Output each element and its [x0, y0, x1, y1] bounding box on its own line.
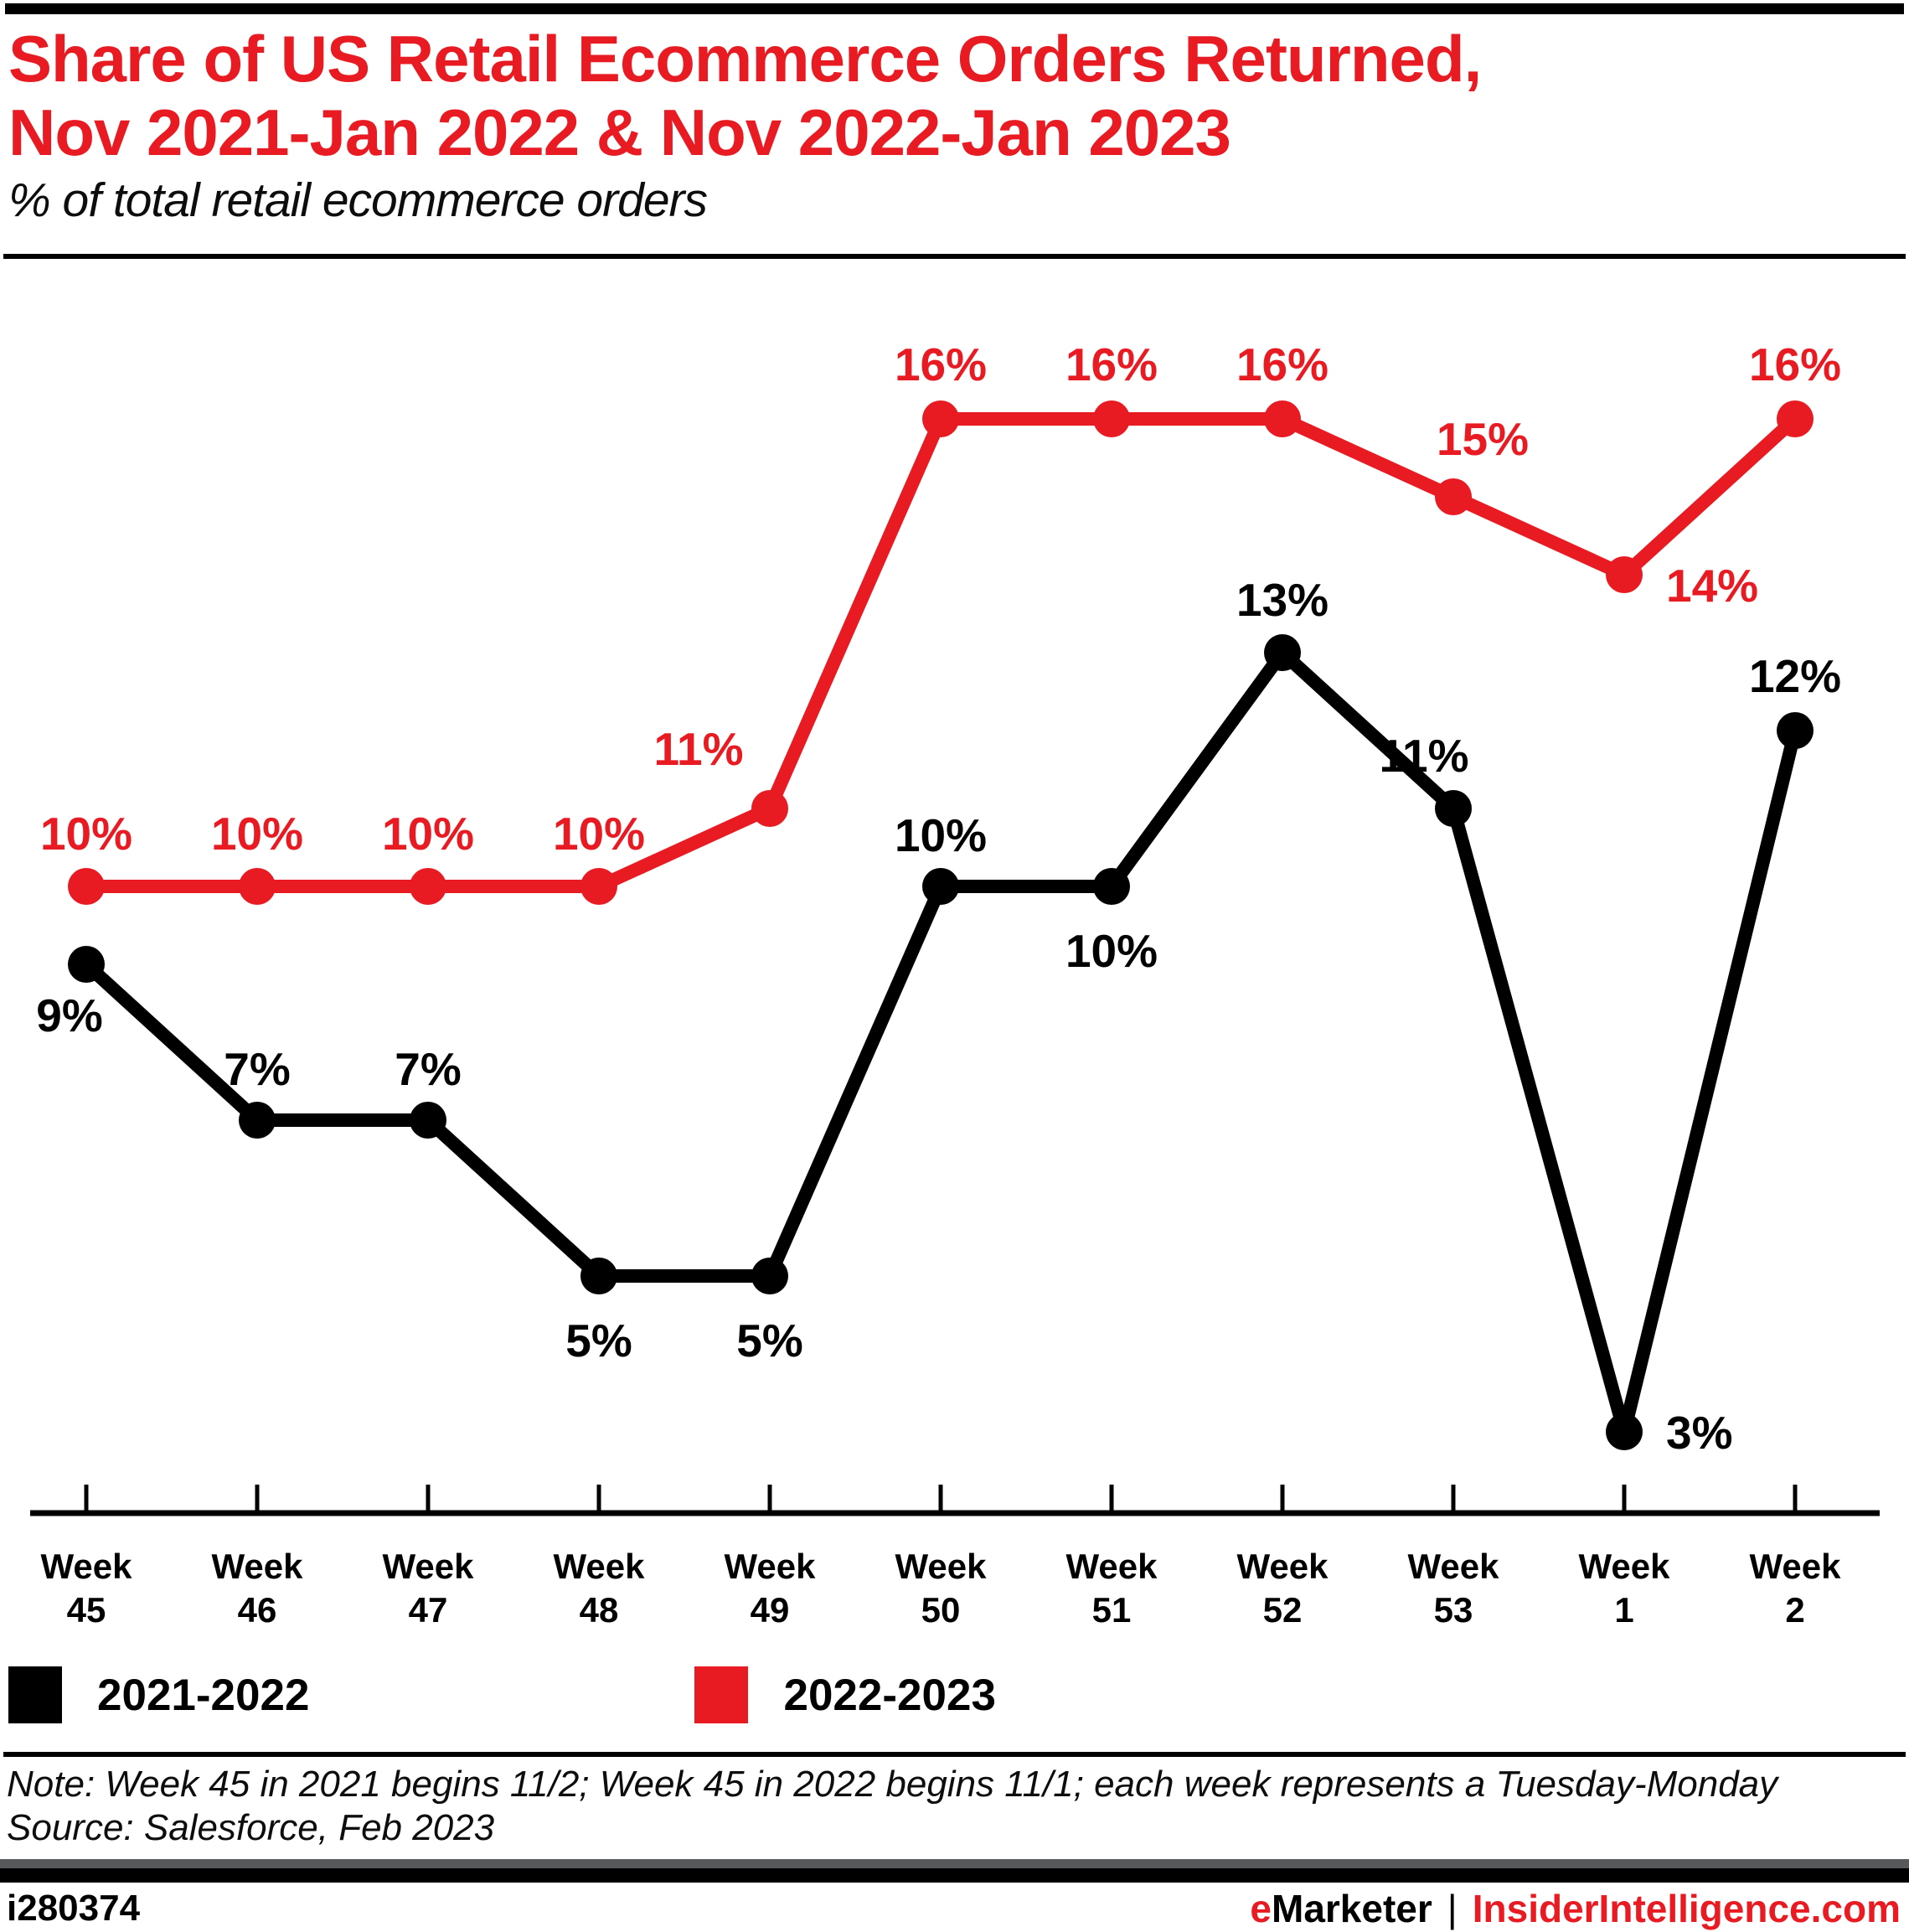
x-axis-label: Week 47 [383, 1547, 475, 1630]
x-axis-label: Week 49 [725, 1547, 817, 1630]
brand-emarketer-e: e [1250, 1887, 1272, 1930]
data-label-2021-2022: 11% [1379, 730, 1468, 782]
data-label-2022-2023: 10% [553, 808, 645, 860]
data-point-2022-2023 [1264, 400, 1301, 437]
data-label-2022-2023: 16% [1065, 338, 1158, 390]
data-label-2021-2022: 7% [224, 1043, 291, 1095]
data-label-2021-2022: 10% [895, 809, 987, 861]
chart-title-line2: Nov 2021-Jan 2022 & Nov 2022-Jan 2023 [8, 96, 1231, 169]
data-point-2021-2022 [922, 868, 959, 905]
data-label-2021-2022: 13% [1236, 574, 1329, 626]
data-label-2022-2023: 16% [1236, 338, 1329, 390]
data-point-2022-2023 [1435, 478, 1472, 515]
data-point-2021-2022 [1606, 1413, 1643, 1450]
x-axis-label: Week 48 [554, 1547, 646, 1630]
footer-row: i280374 eMarketer | InsiderIntelligence.co… [7, 1886, 1901, 1931]
x-axis-label: Week 45 [41, 1547, 133, 1630]
chart-id: i280374 [7, 1888, 141, 1929]
chart-legend: 2021-2022 2022-2023 [8, 1666, 1851, 1724]
data-label-2021-2022: 5% [565, 1315, 632, 1366]
data-point-2021-2022 [1435, 790, 1472, 827]
data-label-2022-2023: 10% [40, 808, 132, 860]
chart-note: Note: Week 45 in 2021 begins 11/2; Week … [7, 1764, 1778, 1805]
data-label-2021-2022: 3% [1666, 1407, 1733, 1459]
chart-title-line1: Share of US Retail Ecommerce Orders Retu… [8, 22, 1482, 96]
x-axis-label: Week 46 [212, 1547, 304, 1630]
data-point-2022-2023 [1093, 400, 1130, 437]
data-point-2022-2023 [922, 400, 959, 437]
data-label-2021-2022: 5% [736, 1315, 803, 1366]
footer-bar-gray [0, 1859, 1909, 1868]
brand-site-link[interactable]: InsiderIntelligence.com [1472, 1887, 1901, 1930]
data-point-2021-2022 [239, 1102, 276, 1139]
data-point-2021-2022 [1093, 868, 1130, 905]
data-label-2022-2023: 16% [895, 338, 987, 390]
footer-bar-black [0, 1868, 1909, 1883]
legend-swatch-black [8, 1666, 62, 1723]
data-label-2022-2023: 16% [1749, 338, 1841, 390]
x-axis-label: Week 53 [1408, 1547, 1500, 1630]
chart-subtitle: % of total retail ecommerce orders [8, 173, 708, 227]
data-point-2022-2023 [580, 868, 617, 905]
data-point-2021-2022 [751, 1258, 788, 1294]
data-label-2022-2023: 10% [211, 808, 303, 860]
x-axis-label: Week 51 [1066, 1547, 1158, 1630]
data-point-2021-2022 [580, 1258, 617, 1294]
note-block: Note: Week 45 in 2021 begins 11/2; Week … [7, 1763, 1900, 1850]
x-axis-label: Week 2 [1750, 1547, 1842, 1630]
x-axis-label: Week 1 [1579, 1547, 1671, 1630]
legend-label: 2022-2023 [783, 1670, 996, 1720]
data-point-2022-2023 [1606, 556, 1643, 593]
chart-source: Source: Salesforce, Feb 2023 [7, 1807, 495, 1848]
note-divider [3, 1752, 1906, 1757]
data-point-2021-2022 [68, 946, 105, 983]
header-divider [3, 254, 1906, 259]
data-point-2022-2023 [239, 868, 276, 905]
data-point-2021-2022 [1777, 712, 1814, 749]
data-label-2022-2023: 15% [1437, 413, 1529, 465]
data-label-2022-2023: 14% [1666, 560, 1758, 612]
x-axis-label: Week 50 [895, 1547, 988, 1630]
legend-item-2022-2023: 2022-2023 [694, 1666, 996, 1723]
x-axis-label: Week 52 [1237, 1547, 1329, 1630]
footer-bar [0, 1859, 1909, 1883]
data-label-2021-2022: 9% [36, 989, 103, 1041]
legend-item-2021-2022: 2021-2022 [8, 1666, 309, 1723]
data-label-2022-2023: 10% [382, 808, 474, 860]
data-label-2021-2022: 12% [1749, 650, 1841, 702]
brand-emarketer-rest: Marketer [1272, 1887, 1432, 1930]
brand-separator: | [1447, 1887, 1458, 1930]
legend-label: 2021-2022 [97, 1670, 310, 1720]
series-line-2021-2022 [81, 646, 1802, 1439]
data-point-2022-2023 [410, 868, 446, 905]
data-label-2021-2022: 7% [395, 1043, 462, 1095]
data-point-2022-2023 [1777, 400, 1814, 437]
data-point-2022-2023 [68, 868, 105, 905]
legend-swatch-red [694, 1666, 749, 1723]
brand-lockup: eMarketer | InsiderIntelligence.com [1250, 1886, 1901, 1931]
data-label-2022-2023: 11% [653, 723, 743, 775]
chart-title: Share of US Retail Ecommerce Orders Retu… [8, 22, 1876, 169]
data-label-2021-2022: 10% [1065, 925, 1158, 977]
data-point-2021-2022 [410, 1102, 446, 1139]
data-point-2021-2022 [1264, 634, 1301, 671]
data-point-2022-2023 [751, 790, 788, 827]
top-accent-bar [5, 3, 1904, 14]
